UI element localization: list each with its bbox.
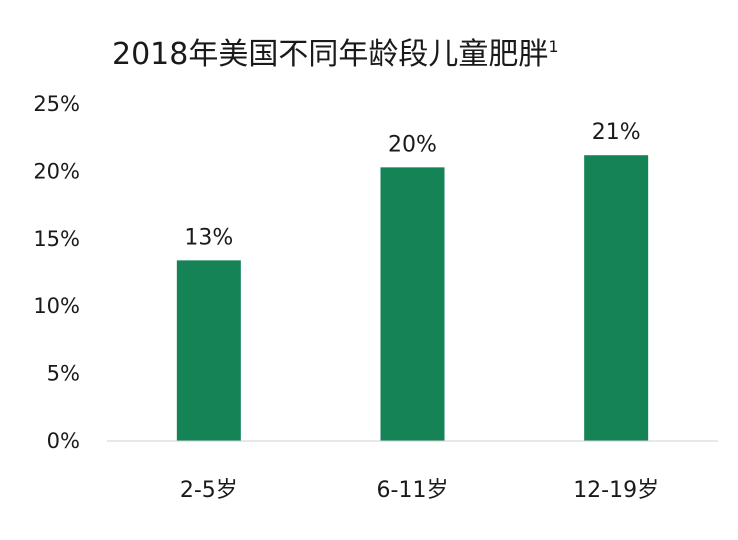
y-tick-label: 0% [47,429,80,453]
x-tick-label: 12-19岁 [573,478,659,503]
bar [176,260,241,441]
x-tick-label: 2-5岁 [180,478,238,503]
x-axis-labels: 2-5岁 6-11岁 12-19岁 [180,478,659,503]
data-label: 13% [184,225,233,250]
data-label: 21% [592,120,641,145]
data-labels-group: 13% 20% 21% [184,120,640,250]
data-label: 20% [388,132,437,157]
chart-title: 2018年美国不同年龄段儿童肥胖1 [112,37,559,72]
y-tick-label: 20% [33,159,80,183]
y-tick-label: 15% [33,227,80,251]
chart-title-superscript: 1 [548,37,558,56]
bar [584,155,649,441]
y-axis-ticks: 0% 5% 10% 15% 20% 25% [33,92,80,453]
y-tick-label: 10% [33,294,80,318]
y-tick-label: 5% [47,362,80,386]
chart-title-main: 2018年美国不同年龄段儿童肥胖 [112,37,548,72]
x-tick-label: 6-11岁 [377,478,449,503]
bars-group [176,155,649,441]
bar [380,167,445,441]
y-tick-label: 25% [33,92,80,116]
